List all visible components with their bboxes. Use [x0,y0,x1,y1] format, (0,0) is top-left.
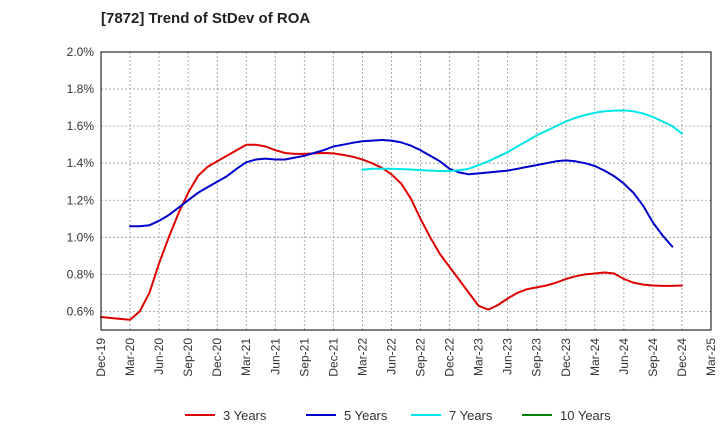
x-tick-label: Sep-24 [646,338,660,377]
y-tick-label: 1.8% [67,82,95,96]
series-lines [100,109,683,321]
x-tick-label: Mar-23 [472,338,486,376]
y-tick-label: 0.6% [67,304,95,318]
x-tick-label: Dec-22 [443,338,457,377]
x-tick-label: Jun-23 [501,338,515,375]
chart-title: [7872] Trend of StDev of ROA [101,10,311,27]
x-tick-label: Mar-25 [704,338,718,376]
x-tick-label: Mar-20 [123,338,137,376]
y-axis-ticks: 0.6% 0.8% 1.0% 1.2% 1.4% 1.6% 1.8% 2.0% [67,45,95,318]
x-tick-label: Jun-21 [268,338,282,375]
x-tick-label: Sep-22 [414,338,428,377]
legend-label-10-years: 10 Years [560,408,611,423]
x-tick-label: Jun-22 [384,338,398,375]
x-tick-label: Sep-21 [297,338,311,377]
x-tick-label: Mar-24 [588,338,602,376]
series-line-7-years [361,109,683,172]
x-axis-ticks: Dec-19 Mar-20 Jun-20 Sep-20 Dec-20 Mar-21 Jun-… [94,338,718,377]
y-tick-label: 1.2% [67,193,95,207]
x-tick-label: Mar-22 [355,338,369,376]
y-tick-label: 1.6% [67,119,95,133]
y-tick-label: 2.0% [67,45,95,59]
plot-border [100,51,712,331]
x-tick-label: Dec-21 [326,338,340,377]
y-tick-label: 1.4% [67,156,95,170]
legend-label-5-years: 5 Years [344,408,388,423]
x-tick-label: Jun-24 [617,338,631,375]
series-line-5-years [129,139,674,248]
legend-label-3-years: 3 Years [223,408,267,423]
y-tick-label: 0.8% [67,267,95,281]
x-tick-label: Dec-23 [559,338,573,377]
legend-label-7-years: 7 Years [449,408,493,423]
x-tick-label: Dec-19 [94,338,108,377]
x-tick-label: Dec-20 [210,338,224,377]
y-tick-label: 1.0% [67,230,95,244]
x-tick-label: Jun-20 [152,338,166,375]
x-tick-label: Sep-20 [181,338,195,377]
series-line-3-years [100,143,683,321]
legend: 3 Years 5 Years 7 Years 10 Years [185,408,611,423]
x-tick-label: Mar-21 [239,338,253,376]
x-tick-label: Dec-24 [675,338,689,377]
x-tick-label: Sep-23 [530,338,544,377]
